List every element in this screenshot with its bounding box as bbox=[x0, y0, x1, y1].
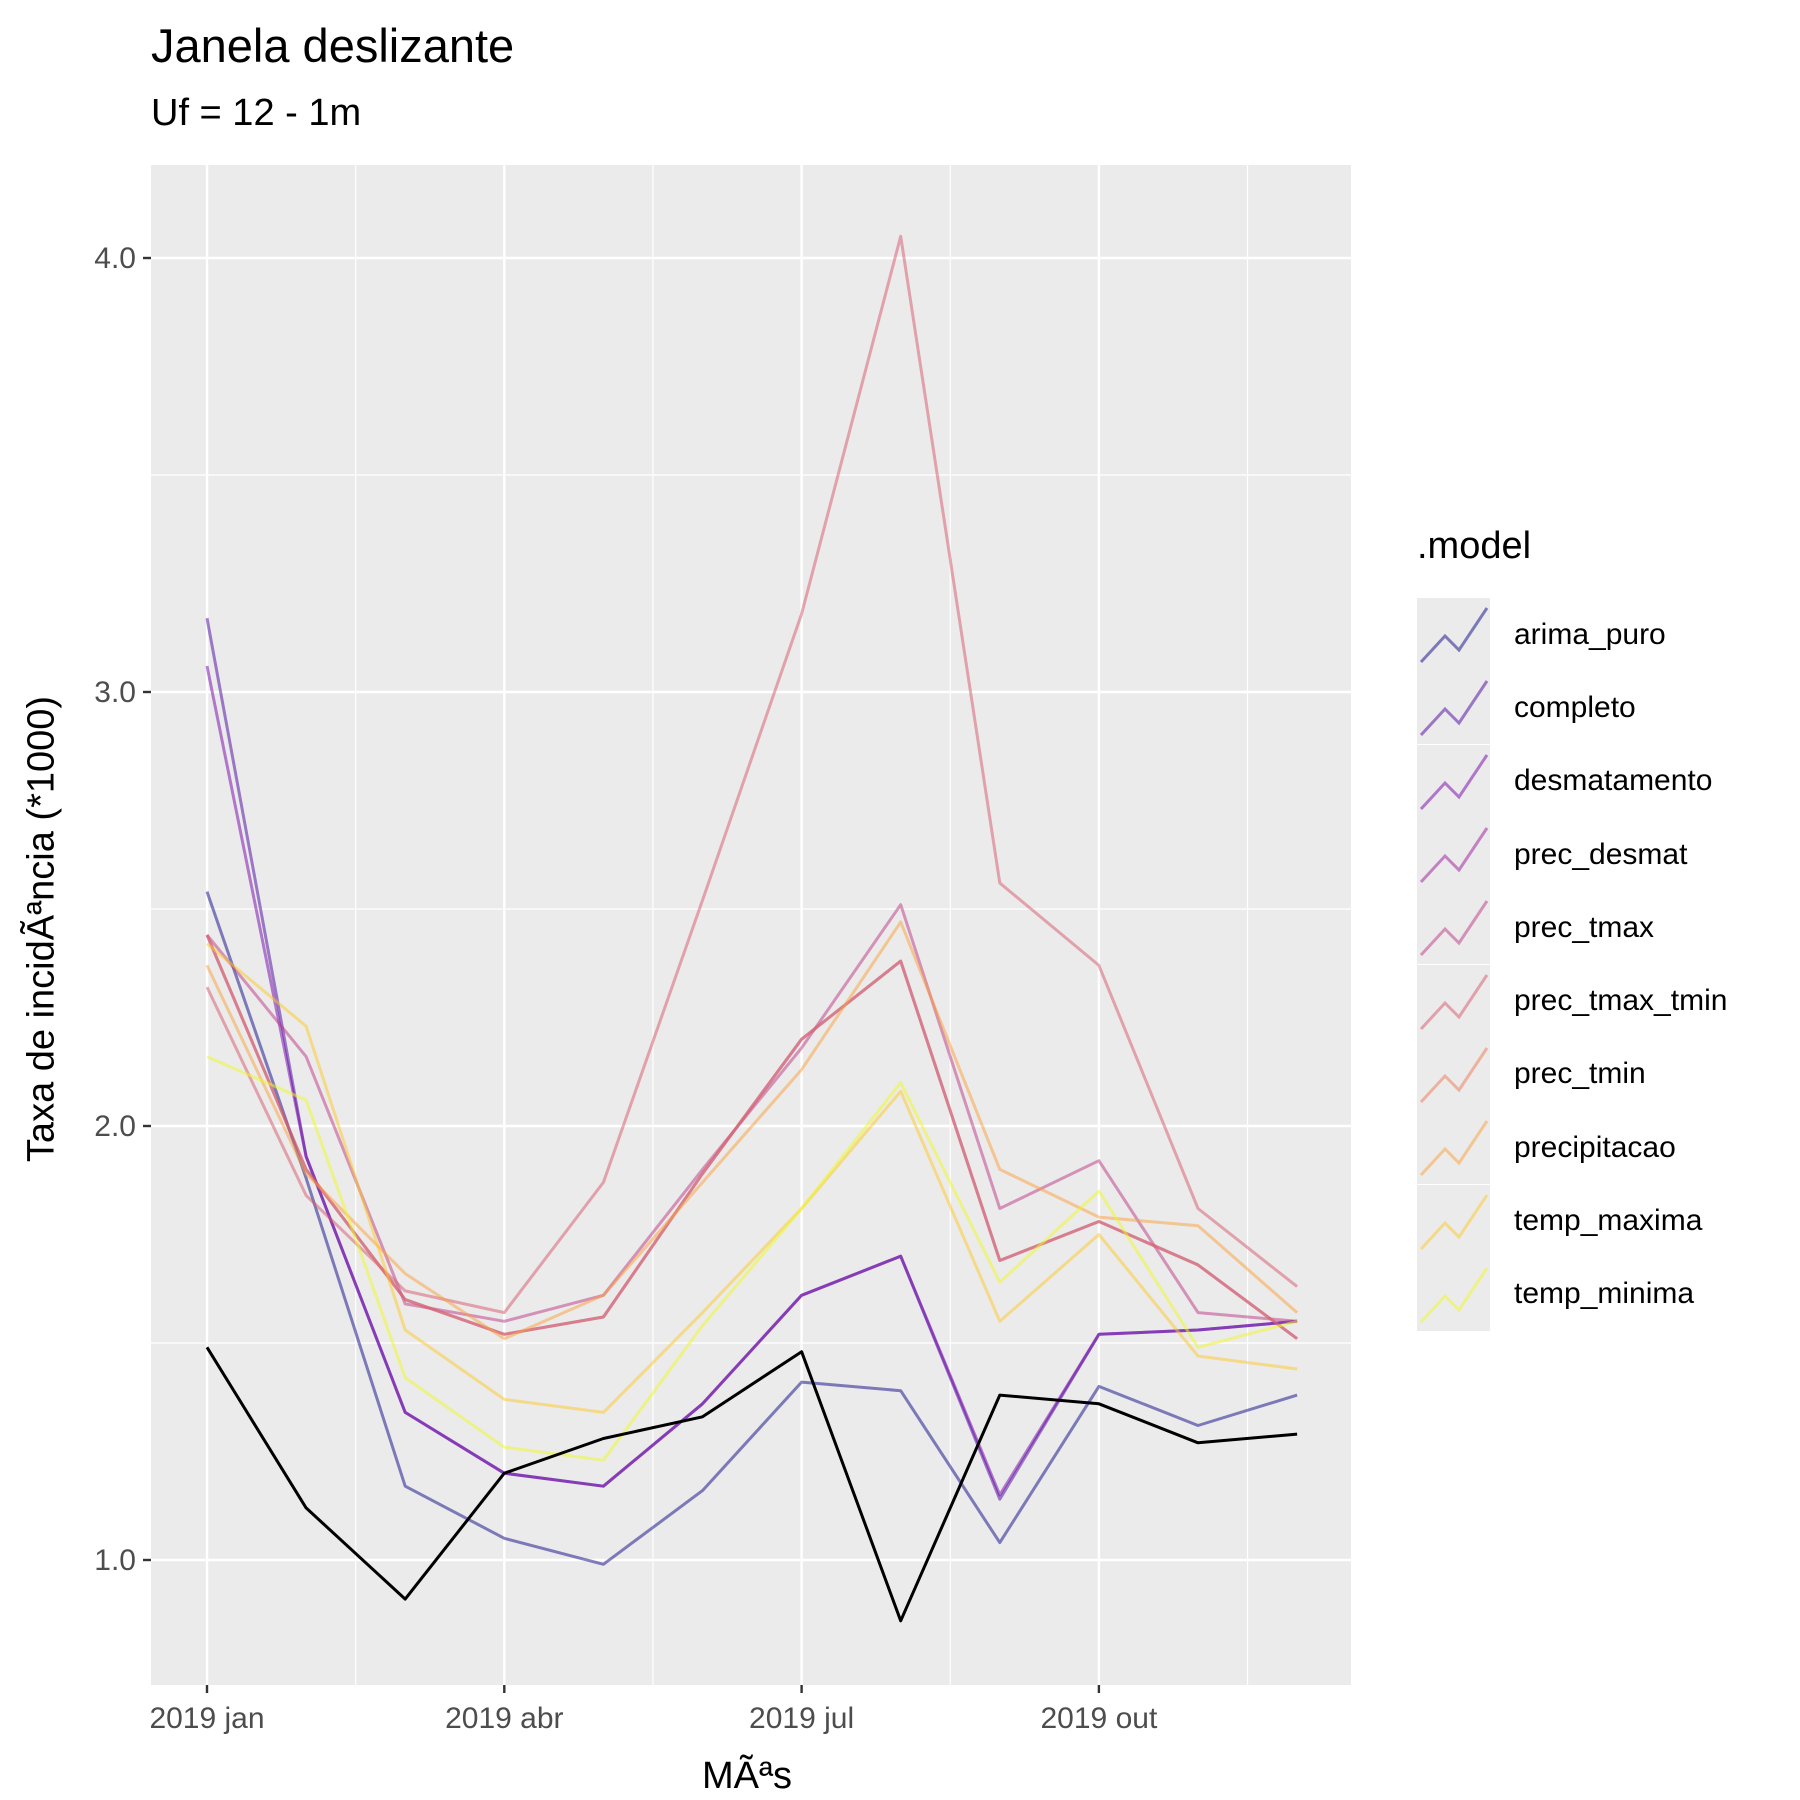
y-tick-label: 2.0 bbox=[94, 1110, 136, 1143]
legend-label: prec_desmat bbox=[1514, 837, 1688, 871]
legend-key bbox=[1417, 1037, 1490, 1111]
y-tick-label: 1.0 bbox=[94, 1544, 136, 1577]
legend-label: prec_tmax_tmin bbox=[1514, 984, 1728, 1018]
series-line-temp-minima bbox=[206, 1055, 1298, 1462]
legend-swatch-icon bbox=[1419, 900, 1489, 957]
legend-key bbox=[1417, 1257, 1490, 1331]
legend-key bbox=[1417, 1184, 1490, 1258]
legend-swatch-icon bbox=[1419, 1266, 1489, 1323]
legend-key bbox=[1417, 598, 1490, 672]
legend-item: precipitacao bbox=[1417, 1111, 1727, 1185]
legend-key bbox=[1417, 671, 1490, 745]
chart-subtitle: Uf = 12 - 1m bbox=[151, 92, 362, 134]
y-tick-label: 4.0 bbox=[94, 242, 136, 275]
legend-label: precipitacao bbox=[1514, 1130, 1676, 1164]
legend-label: arima_puro bbox=[1514, 617, 1666, 651]
chart-title: Janela deslizante bbox=[151, 19, 515, 72]
legend-key bbox=[1417, 1111, 1490, 1185]
legend-key bbox=[1417, 891, 1490, 965]
legend-swatch-icon bbox=[1419, 1120, 1489, 1177]
y-axis-title: Taxa de incidÃªncia (*1000) bbox=[20, 695, 63, 1163]
legend-swatch-icon bbox=[1419, 1047, 1489, 1103]
series-line-arima-puro bbox=[205, 891, 1298, 1566]
legend-swatch-line bbox=[1419, 1193, 1489, 1250]
x-tick-label: 2019 abr bbox=[445, 1702, 563, 1735]
legend-swatch-icon bbox=[1419, 1193, 1489, 1250]
axis-layer: 1.0 2.0 3.0 4.0 2019 jan 2019 abr 2019 jul 2019… bbox=[94, 242, 1158, 1735]
legend-item: prec_desmat bbox=[1417, 818, 1727, 892]
legend-item: prec_tmax bbox=[1417, 891, 1727, 965]
legend-item: temp_maxima bbox=[1417, 1184, 1727, 1258]
legend: arima_puro completo desmatamento prec_desma… bbox=[1417, 598, 1727, 1331]
legend-label: prec_tmin bbox=[1514, 1057, 1646, 1091]
legend-swatch-line bbox=[1419, 1047, 1489, 1103]
legend-item: prec_tmax_tmin bbox=[1417, 964, 1728, 1038]
legend-item: desmatamento bbox=[1417, 744, 1727, 818]
legend-label: prec_tmax bbox=[1514, 910, 1655, 944]
observed-layer bbox=[205, 1346, 1298, 1623]
legend-swatch-line bbox=[1419, 753, 1489, 810]
series-line-desmatamento bbox=[205, 665, 1298, 1497]
x-tick-label: 2019 jan bbox=[149, 1702, 264, 1735]
legend-swatch-icon bbox=[1419, 827, 1489, 884]
legend-label: temp_minima bbox=[1514, 1277, 1695, 1311]
legend-label: completo bbox=[1514, 690, 1636, 724]
legend-title: .model bbox=[1417, 525, 1532, 567]
series-line-observed bbox=[205, 1346, 1298, 1623]
legend-swatch-icon bbox=[1419, 973, 1489, 1030]
legend-item: completo bbox=[1417, 671, 1727, 745]
series-layer bbox=[205, 234, 1299, 1566]
legend-item: prec_tmin bbox=[1417, 1037, 1727, 1111]
x-axis-title: MÃªs bbox=[701, 1755, 793, 1797]
legend-item: temp_minima bbox=[1417, 1257, 1727, 1331]
legend-label: temp_maxima bbox=[1514, 1204, 1703, 1238]
legend-swatch-line bbox=[1419, 827, 1489, 884]
legend-swatch-line bbox=[1419, 680, 1489, 737]
legend-swatch-icon bbox=[1419, 607, 1489, 664]
x-tick-label: 2019 jul bbox=[749, 1702, 854, 1735]
x-tick-label: 2019 out bbox=[1041, 1702, 1158, 1735]
minor-gridlines bbox=[151, 165, 1351, 1685]
plot-panel bbox=[151, 165, 1351, 1685]
legend-swatch-icon bbox=[1419, 753, 1489, 810]
legend-swatch-line bbox=[1419, 1120, 1489, 1177]
y-tick-label: 3.0 bbox=[94, 676, 136, 709]
legend-swatch-line bbox=[1419, 607, 1489, 664]
legend-key bbox=[1417, 744, 1490, 818]
legend-swatch-icon bbox=[1419, 680, 1489, 737]
legend-item: arima_puro bbox=[1417, 598, 1727, 672]
legend-swatch-line bbox=[1419, 1266, 1489, 1323]
legend-swatch-line bbox=[1419, 973, 1489, 1030]
legend-key bbox=[1417, 964, 1490, 1038]
legend-key bbox=[1417, 818, 1490, 892]
legend-label: desmatamento bbox=[1514, 764, 1713, 798]
series-line-temp-maxima bbox=[206, 942, 1298, 1414]
legend-swatch-line bbox=[1419, 900, 1489, 957]
